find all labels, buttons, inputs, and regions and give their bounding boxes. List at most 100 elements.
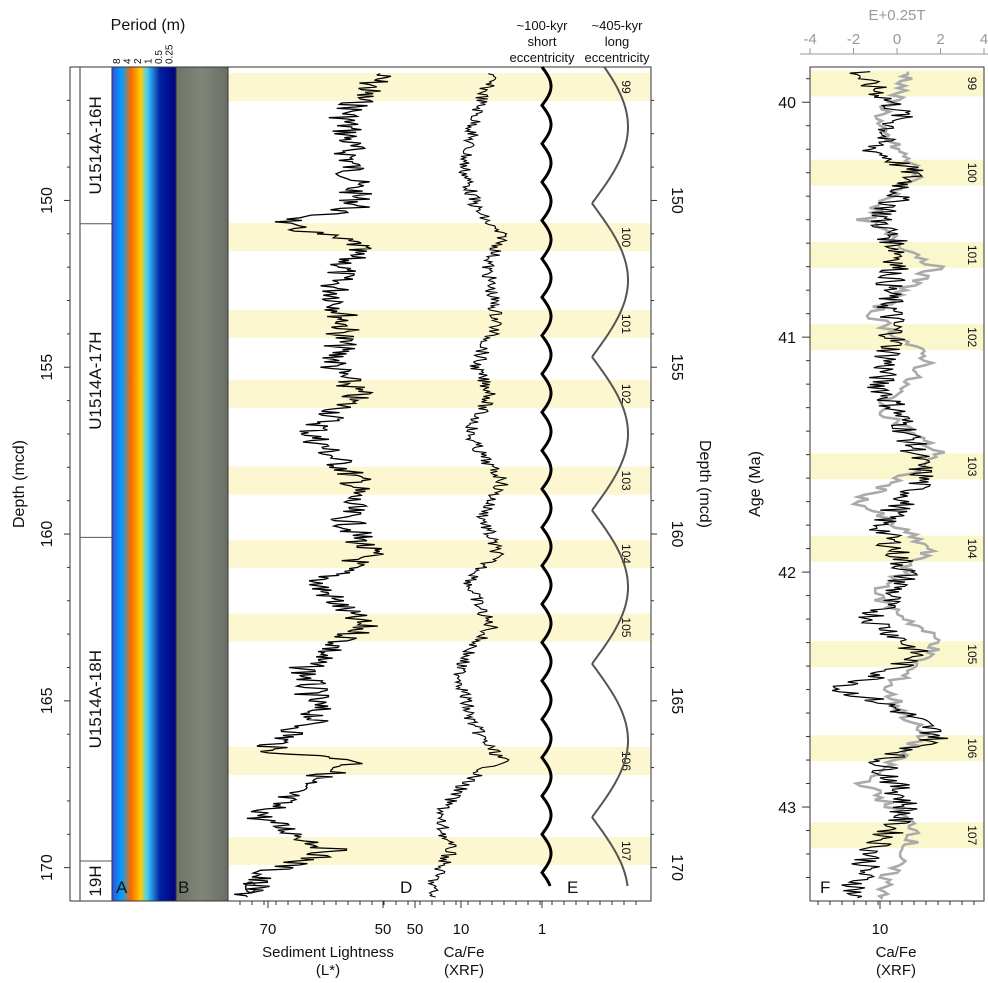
top-axis-tick-label: 4 <box>980 31 988 48</box>
panel-letter-c: C <box>244 878 256 897</box>
age-tick-label: 40 <box>778 95 796 112</box>
left-band-100 <box>228 223 651 252</box>
left-band-101 <box>228 309 651 338</box>
svg-text:~405-kyr: ~405-kyr <box>592 18 644 33</box>
period-tick: 2 <box>133 58 144 64</box>
right-age-axis: 40 41 42 43 <box>778 78 810 879</box>
left-cycle-label: 107 <box>619 841 633 861</box>
core-label: U1514A-17H <box>86 331 105 429</box>
depth-tick-label-right: 155 <box>668 354 685 381</box>
right-cycle-label: 106 <box>965 738 979 758</box>
right-cycle-label: 105 <box>965 644 979 664</box>
panel-letter-e: E <box>567 878 578 897</box>
right-cycle-label: 103 <box>965 456 979 476</box>
left-cycle-label: 102 <box>619 384 633 404</box>
right-panel: 99 100 101 102 103 104 105 106 107 -4 -2 0 2 4 E+0.2… <box>747 7 988 979</box>
wavelet-spectrum <box>112 67 176 901</box>
long-eccentricity-curve <box>591 66 629 887</box>
left-band-102 <box>228 379 651 408</box>
depth-tick-label-left: 150 <box>39 187 56 214</box>
left-band-105 <box>228 613 651 642</box>
top-axis-tick-label: -4 <box>803 31 816 48</box>
period-tick: 1 <box>144 58 155 64</box>
period-title: Period (m) <box>111 17 186 34</box>
depth-tick-label-right: 160 <box>668 521 685 548</box>
period-tick: 0.25 <box>165 44 176 64</box>
short-eccentricity-curve <box>540 66 553 887</box>
short-ecc-label: ~100-kyr short eccentricity <box>509 18 575 65</box>
depth-tick-label-right: 170 <box>668 854 685 881</box>
panel-letter-a: A <box>116 878 128 897</box>
left-band-106 <box>228 746 651 775</box>
left-cycle-label: 100 <box>619 227 633 247</box>
right-cycle-label: 107 <box>965 825 979 845</box>
period-ticks: 8 4 2 1 0.5 0.25 <box>112 44 176 64</box>
depth-ylabel-left: Depth (mcd) <box>11 440 28 528</box>
lightness-units: (L*) <box>316 962 340 979</box>
lightness-xlabel: Sediment Lightness <box>262 944 394 961</box>
panel-letter-f: F <box>820 878 830 897</box>
right-cycle-label: 101 <box>965 245 979 265</box>
right-bottom-xlabel: Ca/Fe <box>876 944 917 961</box>
right-bands: 99 100 101 102 103 104 105 106 107 <box>810 70 984 849</box>
panel-letter-d: D <box>400 878 412 897</box>
right-cycle-label: 100 <box>965 163 979 183</box>
right-top-axis: -4 -2 0 2 4 <box>800 31 988 55</box>
bottom-axes: 70 50 50 10 1 <box>228 900 651 938</box>
right-cycle-label: 104 <box>965 539 979 559</box>
right-top-axis-title: E+0.25T <box>868 7 925 24</box>
depth-axis-left: 150 155 160 165 170 <box>39 99 70 881</box>
svg-text:~100-kyr: ~100-kyr <box>517 18 569 33</box>
left-cycle-label: 101 <box>619 314 633 334</box>
svg-text:long: long <box>605 34 630 49</box>
right-bottom-axis: 10 <box>817 901 975 938</box>
left-band-103 <box>228 466 651 495</box>
lightness-curve <box>234 73 392 898</box>
top-axis-tick-label: 0 <box>893 31 901 48</box>
period-tick: 4 <box>123 58 134 64</box>
core-label: 19H <box>86 865 105 896</box>
bottom-tick-label: 50 <box>407 921 424 938</box>
depth-tick-label-left: 160 <box>39 521 56 548</box>
core-image <box>176 67 228 901</box>
age-tick-label: 41 <box>778 330 796 347</box>
long-ecc-label: ~405-kyr long eccentricity <box>584 18 650 65</box>
bottom-tick-label: 50 <box>375 921 392 938</box>
right-cycle-label: 99 <box>965 77 979 91</box>
svg-text:eccentricity: eccentricity <box>584 50 650 65</box>
right-band-107 <box>810 822 984 849</box>
right-bottom-tick-label: 10 <box>872 921 889 938</box>
depth-tick-label-right: 165 <box>668 687 685 714</box>
cafe-units: (XRF) <box>444 962 484 979</box>
core-label: U1514A-16H <box>86 96 105 194</box>
depth-tick-label-left: 165 <box>39 687 56 714</box>
left-cycle-label: 99 <box>619 80 633 94</box>
left-cycle-label: 103 <box>619 471 633 491</box>
top-axis-tick-label: 2 <box>936 31 944 48</box>
cafe-curve <box>427 73 510 898</box>
age-tick-label: 43 <box>778 800 796 817</box>
top-axis-tick-label: -2 <box>847 31 860 48</box>
e-t-curve <box>850 71 946 900</box>
right-cycle-label: 102 <box>965 327 979 347</box>
period-tick: 8 <box>112 58 123 64</box>
depth-ylabel-right: Depth (mcd) <box>696 440 713 528</box>
svg-text:eccentricity: eccentricity <box>509 50 575 65</box>
left-band-104 <box>228 540 651 569</box>
bottom-tick-label: 1 <box>538 921 546 938</box>
depth-tick-label-left: 155 <box>39 354 56 381</box>
cafe-age-curve <box>832 71 949 899</box>
age-tick-label: 42 <box>778 565 796 582</box>
period-tick: 0.5 <box>154 50 165 64</box>
age-ylabel: Age (Ma) <box>747 451 764 517</box>
bottom-tick-label: 70 <box>260 921 277 938</box>
panel-letter-b: B <box>178 878 189 897</box>
depth-tick-label-left: 170 <box>39 854 56 881</box>
cafe-xlabel: Ca/Fe <box>444 944 485 961</box>
core-label: U1514A-18H <box>86 650 105 748</box>
depth-tick-label-right: 150 <box>668 187 685 214</box>
right-frame <box>809 66 985 902</box>
